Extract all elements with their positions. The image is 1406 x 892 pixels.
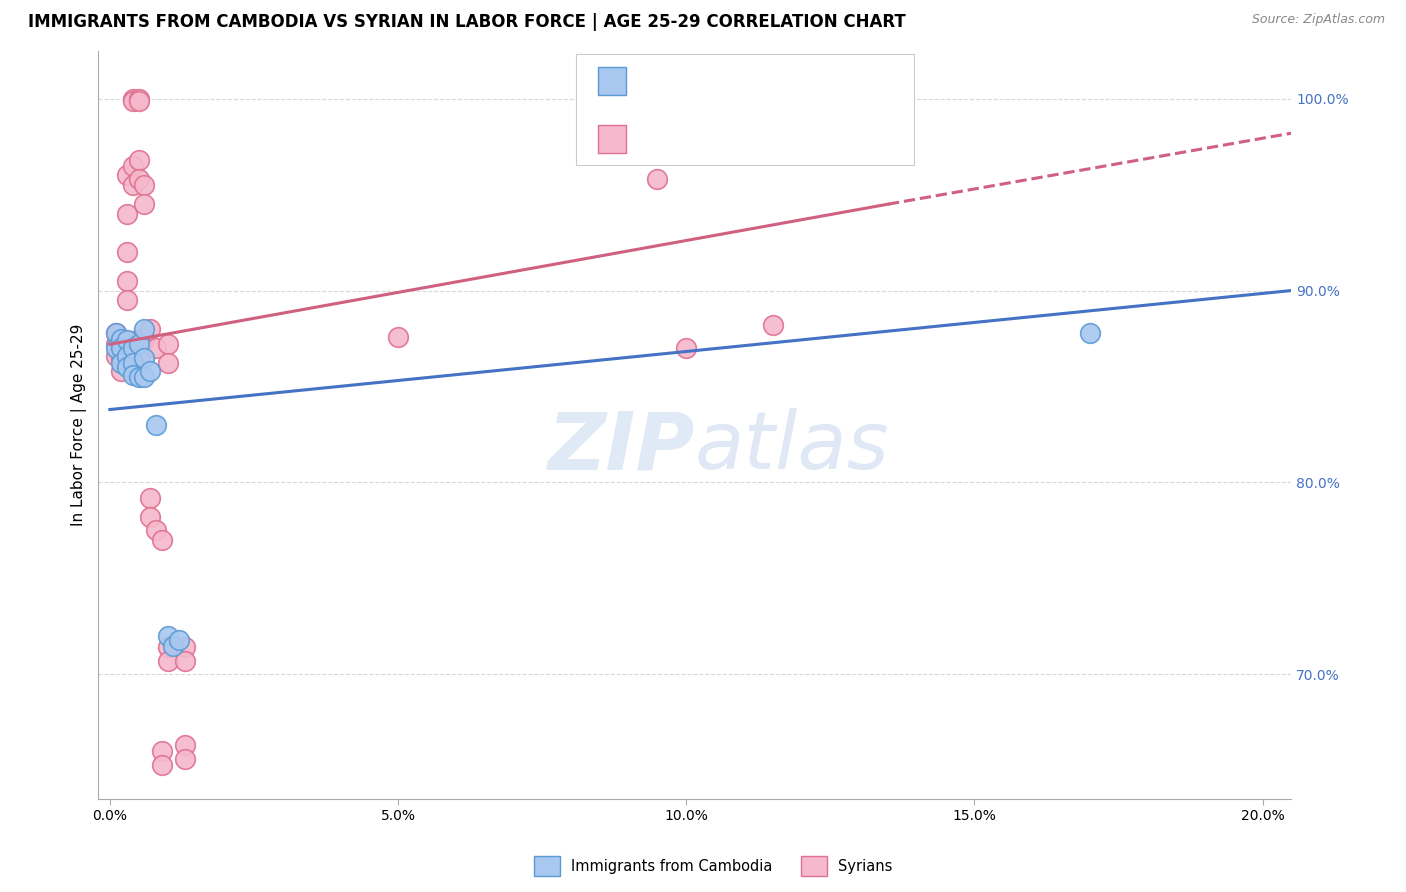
- Point: [115, 169, 138, 183]
- Point: [156, 337, 179, 351]
- Point: [122, 368, 145, 382]
- Point: [110, 364, 132, 378]
- Point: [128, 94, 150, 108]
- Point: [134, 332, 156, 346]
- Point: [167, 632, 190, 647]
- Point: [128, 337, 150, 351]
- Point: [122, 92, 145, 106]
- Text: IMMIGRANTS FROM CAMBODIA VS SYRIAN IN LABOR FORCE | AGE 25-29 CORRELATION CHART: IMMIGRANTS FROM CAMBODIA VS SYRIAN IN LA…: [28, 13, 905, 31]
- Point: [104, 349, 127, 363]
- Point: [128, 92, 150, 106]
- Point: [150, 757, 173, 772]
- Point: [145, 524, 167, 538]
- Point: [156, 629, 179, 643]
- Point: [173, 752, 195, 766]
- Point: [110, 334, 132, 348]
- Point: [122, 178, 145, 192]
- Point: [156, 654, 179, 668]
- Point: [128, 332, 150, 346]
- Point: [115, 349, 138, 363]
- Text: Immigrants from Cambodia: Immigrants from Cambodia: [571, 859, 772, 873]
- Point: [115, 334, 138, 348]
- Point: [145, 417, 167, 432]
- Point: [156, 640, 179, 655]
- Point: [647, 172, 669, 186]
- Point: [115, 245, 138, 260]
- Point: [104, 341, 127, 355]
- Point: [156, 356, 179, 370]
- Point: [675, 341, 697, 355]
- Text: R =  0.225   N =  44: R = 0.225 N = 44: [640, 129, 853, 149]
- Point: [122, 341, 145, 355]
- Point: [115, 360, 138, 375]
- Point: [150, 744, 173, 758]
- Y-axis label: In Labor Force | Age 25-29: In Labor Force | Age 25-29: [72, 324, 87, 526]
- Point: [134, 197, 156, 211]
- Text: Syrians: Syrians: [838, 859, 893, 873]
- Point: [134, 370, 156, 384]
- Text: ZIP: ZIP: [547, 409, 695, 486]
- Point: [128, 370, 150, 384]
- Point: [139, 491, 162, 505]
- Text: R =  0.178   N =  22: R = 0.178 N = 22: [640, 71, 853, 91]
- Point: [104, 326, 127, 340]
- Point: [110, 351, 132, 365]
- Point: [139, 364, 162, 378]
- Point: [115, 207, 138, 221]
- Point: [128, 153, 150, 167]
- Point: [145, 341, 167, 355]
- Point: [134, 178, 156, 192]
- Point: [122, 159, 145, 173]
- Point: [162, 639, 184, 653]
- Point: [139, 322, 162, 336]
- Point: [1078, 326, 1101, 340]
- Point: [173, 640, 195, 655]
- Point: [122, 94, 145, 108]
- Point: [104, 337, 127, 351]
- Point: [104, 326, 127, 340]
- Point: [387, 329, 409, 343]
- Point: [122, 356, 145, 370]
- Point: [110, 341, 132, 355]
- Point: [139, 510, 162, 524]
- Point: [128, 351, 150, 365]
- Point: [150, 533, 173, 547]
- Point: [110, 332, 132, 346]
- Point: [115, 293, 138, 307]
- Point: [115, 274, 138, 288]
- Point: [173, 654, 195, 668]
- Point: [128, 172, 150, 186]
- Point: [134, 351, 156, 365]
- Point: [110, 356, 132, 370]
- Point: [173, 739, 195, 753]
- Point: [762, 318, 785, 332]
- Text: Source: ZipAtlas.com: Source: ZipAtlas.com: [1251, 13, 1385, 27]
- Text: atlas: atlas: [695, 409, 890, 486]
- Point: [134, 322, 156, 336]
